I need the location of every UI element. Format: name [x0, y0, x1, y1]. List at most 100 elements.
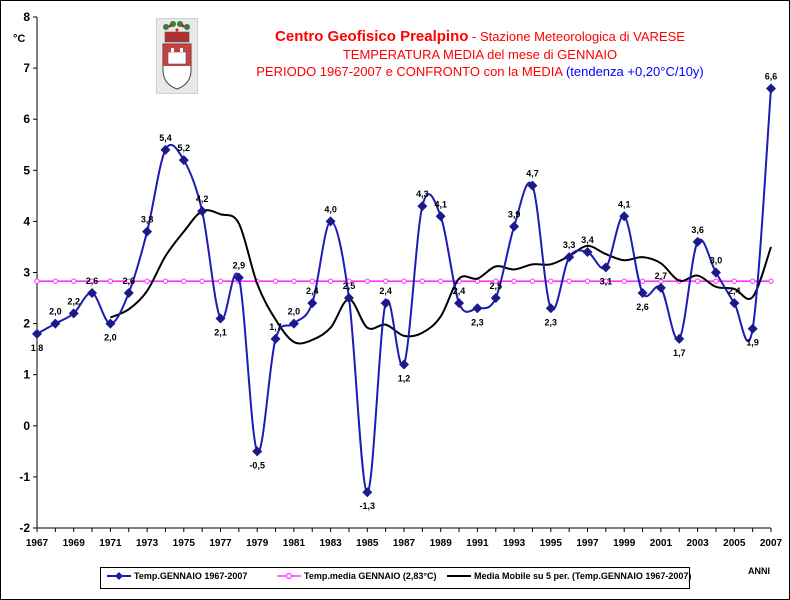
data-label-temp: 2,9: [233, 261, 246, 271]
data-label-temp: 2,5: [489, 281, 502, 291]
point-mean: [603, 278, 609, 284]
point-temp: [50, 318, 61, 329]
data-label-temp: 3,1: [600, 276, 613, 286]
data-label-temp: 2,6: [86, 276, 99, 286]
chart-legend: Temp.GENNAIO 1967-2007 Temp.media GENNAI…: [100, 567, 692, 589]
point-mean: [529, 278, 536, 284]
data-label-temp: 1,8: [31, 343, 44, 353]
point-mean: [621, 278, 627, 284]
x-tick-label: 1971: [99, 538, 122, 549]
point-mean: [731, 278, 737, 284]
data-label-temp: -0,5: [249, 460, 265, 470]
point-temp: [32, 328, 42, 339]
point-mean: [749, 278, 756, 284]
point-mean: [493, 278, 499, 284]
x-tick-label: 1969: [63, 538, 86, 549]
x-tick-label: 1987: [393, 538, 416, 549]
x-tick-label: 2001: [650, 538, 673, 549]
point-temp: [87, 287, 98, 298]
point-temp: [509, 221, 520, 232]
y-tick-label: -1: [19, 470, 30, 484]
point-mean: [584, 278, 591, 284]
point-temp: [747, 323, 758, 334]
data-label-temp: 2,1: [214, 327, 227, 337]
x-tick-label: 1989: [430, 538, 453, 549]
point-mean: [566, 278, 572, 284]
point-temp: [710, 267, 721, 278]
data-label-temp: 5,4: [159, 133, 172, 143]
point-temp: [160, 144, 171, 155]
legend-label-mean: Temp.media GENNAIO (2,83°C): [304, 571, 437, 581]
point-temp: [123, 287, 134, 298]
x-tick-label: 1979: [246, 538, 269, 549]
title-line3: PERIODO 1967-2007 e CONFRONTO con la MED…: [256, 64, 566, 79]
point-temp: [307, 298, 318, 309]
x-tick-label: 2003: [686, 538, 709, 549]
point-temp: [472, 303, 483, 314]
point-temp: [233, 272, 244, 283]
x-tick-label: 1991: [466, 538, 489, 549]
y-tick-label: 7: [23, 61, 30, 75]
data-label-temp: 2,3: [471, 317, 484, 327]
point-mean: [272, 278, 279, 284]
legend-label-temp: Temp.GENNAIO 1967-2007: [134, 571, 248, 581]
x-tick-label: 1995: [540, 538, 563, 549]
series-line-moving: [109, 209, 772, 345]
data-label-temp: 4,0: [324, 204, 337, 214]
point-mean: [511, 278, 517, 284]
data-label-temp: 4,2: [196, 194, 209, 204]
y-tick-label: 5: [23, 163, 30, 177]
data-label-temp: 2,6: [122, 276, 135, 286]
x-tick-label: 1993: [503, 538, 526, 549]
point-mean: [126, 278, 132, 284]
data-label-temp: 2,2: [67, 296, 80, 306]
point-mean: [309, 278, 315, 284]
data-label-temp: 2,6: [636, 302, 649, 312]
point-temp: [343, 293, 354, 304]
legend-label-moving: Media Mobile su 5 per. (Temp.GENNAIO 196…: [474, 571, 692, 581]
legend-item-temp: Temp.GENNAIO 1967-2007: [107, 571, 247, 581]
varese-emblem-logo: [155, 17, 199, 99]
point-temp: [527, 180, 538, 191]
point-mean: [71, 278, 77, 284]
y-tick-label: 1: [23, 368, 30, 382]
title-main: Centro Geofisico Prealpino: [275, 28, 469, 45]
data-label-temp: 3,4: [581, 235, 594, 245]
x-tick-label: 1981: [283, 538, 306, 549]
data-label-temp: 2,4: [379, 286, 392, 296]
data-label-temp: 2,4: [728, 286, 741, 296]
x-tick-label: 1977: [209, 538, 232, 549]
data-label-temp: 3,9: [508, 210, 521, 220]
data-label-temp: 3,6: [691, 225, 704, 235]
point-temp: [692, 236, 703, 247]
point-mean: [181, 278, 187, 284]
y-tick-label: 4: [23, 214, 30, 228]
data-label-temp: 2,3: [545, 317, 558, 327]
data-label-temp: 2,5: [343, 281, 356, 291]
point-temp: [68, 308, 79, 319]
data-label-temp: 2,0: [104, 333, 117, 343]
data-label-temp: 1,9: [746, 338, 759, 348]
x-tick-label: 2005: [723, 538, 746, 549]
point-mean: [199, 278, 205, 284]
point-mean: [217, 278, 224, 284]
data-label-temp: 4,1: [618, 199, 631, 209]
data-label-temp: -1,3: [360, 501, 376, 511]
point-mean: [34, 278, 40, 284]
data-label-temp: 4,7: [526, 169, 539, 179]
point-temp: [105, 318, 116, 329]
point-mean: [401, 278, 407, 284]
data-label-temp: 2,4: [306, 286, 319, 296]
y-tick-label: 3: [23, 266, 30, 280]
legend-swatch-mean: [277, 572, 301, 580]
legend-item-mean: Temp.media GENNAIO (2,83°C): [277, 571, 436, 581]
x-tick-label: 1997: [576, 538, 599, 549]
point-temp: [362, 487, 373, 498]
point-temp: [325, 216, 336, 227]
y-tick-label: 8: [23, 10, 30, 24]
point-temp: [215, 313, 226, 324]
point-mean: [713, 278, 719, 284]
y-tick-label: 2: [23, 317, 30, 331]
